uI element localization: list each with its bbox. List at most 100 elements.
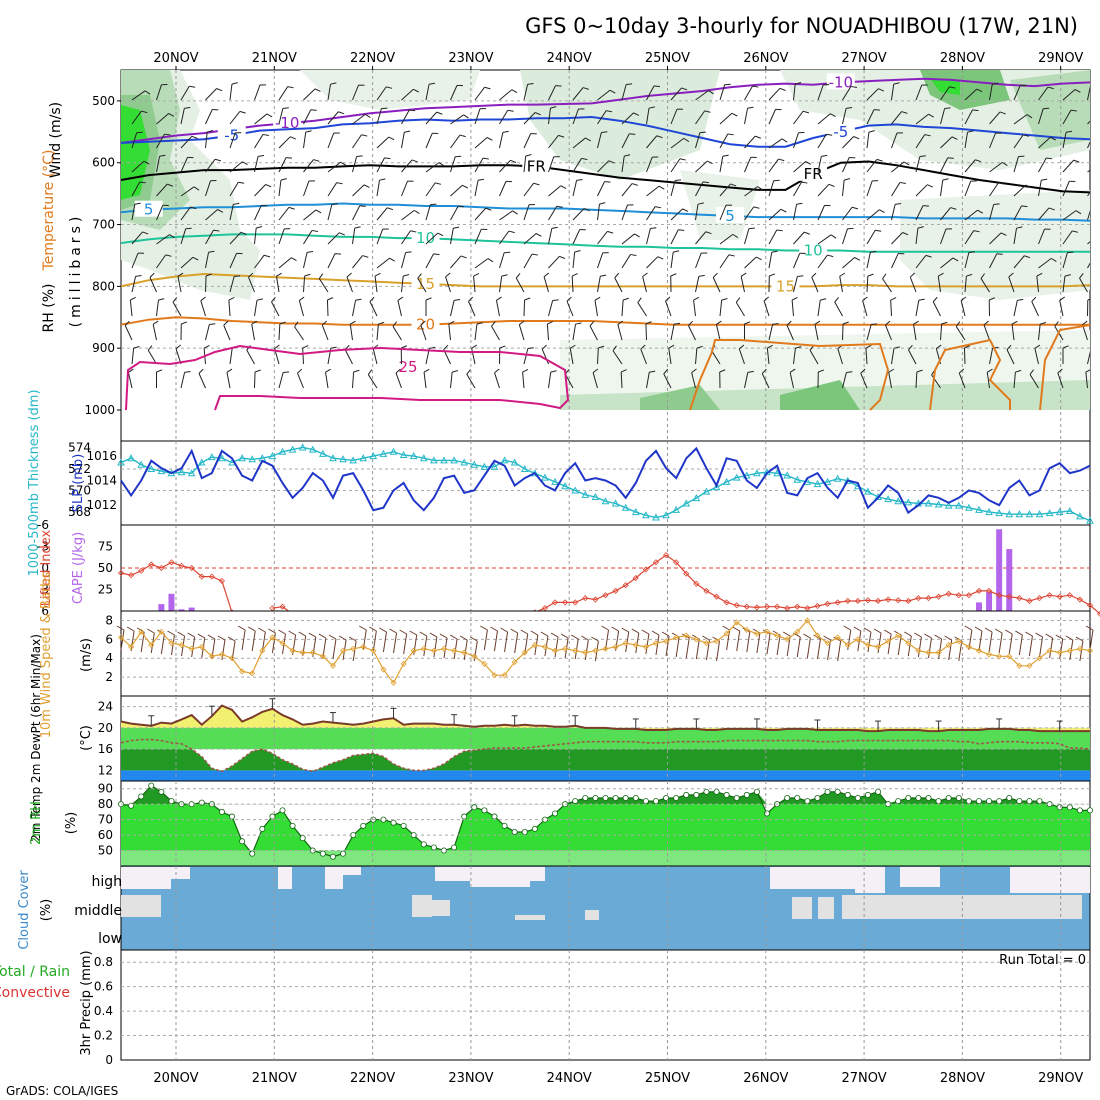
thickness-label: 1000-500mb Thickness (dm) <box>27 389 42 576</box>
rh-point <box>925 795 932 802</box>
cape-bar <box>188 607 195 611</box>
li-point <box>582 595 589 602</box>
thickness-point <box>399 450 408 458</box>
rh-point <box>138 793 145 800</box>
li-line <box>534 554 1100 615</box>
precip-label: 3hr Precip (mm) <box>79 950 94 1055</box>
contour-label: 5 <box>144 201 154 219</box>
dewpoint-line <box>120 738 1091 773</box>
rh-point <box>784 795 791 802</box>
thickness-point <box>117 458 125 466</box>
cloud-panel: high middle low Cloud Cover (%) <box>17 865 1091 951</box>
cloud-cell <box>585 910 599 920</box>
credit: GrADS: COLA/IGES <box>6 1084 118 1098</box>
precip-total-label: Total / Rain <box>0 964 70 980</box>
thickness-point <box>975 505 983 513</box>
rh-tick: 50 <box>98 844 113 858</box>
rh-point <box>521 829 528 836</box>
date-label: 20NOV <box>153 1071 198 1086</box>
li-point <box>945 590 952 597</box>
wind-point <box>148 641 155 649</box>
temperature-label: Temperature (°C) <box>41 150 57 272</box>
temp-unit: (°C) <box>79 725 94 751</box>
thickness-point <box>581 490 590 498</box>
wind-point <box>885 638 892 645</box>
li-point <box>117 569 125 577</box>
wind-point <box>1046 647 1053 654</box>
rh-point <box>501 822 508 829</box>
wind-point <box>572 647 579 654</box>
wind-point <box>329 662 337 669</box>
rh-point <box>743 791 750 798</box>
precip-convective-label: Convective <box>0 985 70 1001</box>
wind-point <box>491 672 498 679</box>
rh-point <box>996 798 1003 805</box>
cape-bar <box>996 529 1003 611</box>
warm-contours <box>125 324 1090 411</box>
wind-point <box>390 679 397 686</box>
rh-point <box>582 795 589 802</box>
thickness-point <box>672 505 680 513</box>
thickness-point <box>460 458 469 466</box>
wind-point <box>501 672 508 679</box>
rh-point <box>481 807 488 814</box>
rh-point <box>451 844 458 851</box>
thickness-point <box>652 513 660 521</box>
wind-point <box>319 653 326 660</box>
cape-bar <box>986 592 993 611</box>
li-point <box>864 597 872 604</box>
rh-point <box>552 810 559 817</box>
li-point <box>1006 593 1013 600</box>
li-point <box>834 599 841 606</box>
wind-point <box>874 643 882 650</box>
thickness-point <box>823 477 832 485</box>
date-label: 27NOV <box>842 1071 887 1086</box>
wind-point <box>551 647 559 654</box>
wind-point <box>864 641 872 649</box>
thickness-point <box>884 495 892 503</box>
wind-point <box>380 666 387 673</box>
thickness-point <box>793 475 802 483</box>
rh-point <box>652 798 659 805</box>
thickness-point <box>541 473 549 481</box>
li-point <box>975 587 983 594</box>
millibars-label: (millibars) <box>68 213 84 328</box>
rh-point <box>239 838 246 845</box>
thickness-point <box>692 494 701 502</box>
thickness-point <box>934 500 943 508</box>
rh-point <box>259 825 266 832</box>
wind-point <box>1056 649 1063 656</box>
thickness-point <box>601 497 610 505</box>
thickness-tick: 570 <box>68 484 91 498</box>
wind-point <box>693 636 700 643</box>
thickness-point <box>359 454 368 462</box>
thickness-point <box>642 511 650 519</box>
wind-point <box>117 634 125 641</box>
wind-point <box>269 634 276 641</box>
rh-point <box>400 822 407 829</box>
wind-point <box>259 647 266 654</box>
li-line <box>120 561 233 613</box>
thickness-point <box>1065 506 1074 514</box>
temp-tick: 12 <box>98 763 113 777</box>
thickness-point <box>510 458 519 466</box>
rh-point <box>1036 798 1043 805</box>
wind-point <box>824 640 831 647</box>
wind-label: Wind (m/s) <box>48 102 64 178</box>
rh-tick: 80 <box>98 797 113 811</box>
thickness-point <box>450 456 458 464</box>
rh2m-label: 2m RH <box>29 801 44 845</box>
cape-bar <box>1006 549 1013 611</box>
wind-point <box>612 643 619 650</box>
wind-point <box>511 658 518 666</box>
thickness-point <box>1005 510 1014 518</box>
rh-point <box>612 795 619 802</box>
wind-point <box>642 643 649 650</box>
rh-point <box>471 804 478 811</box>
wind-point <box>915 647 922 654</box>
thickness-point <box>702 487 711 495</box>
thickness-point <box>238 454 246 462</box>
rh-point <box>733 795 740 802</box>
date-label: 23NOV <box>448 1071 493 1086</box>
